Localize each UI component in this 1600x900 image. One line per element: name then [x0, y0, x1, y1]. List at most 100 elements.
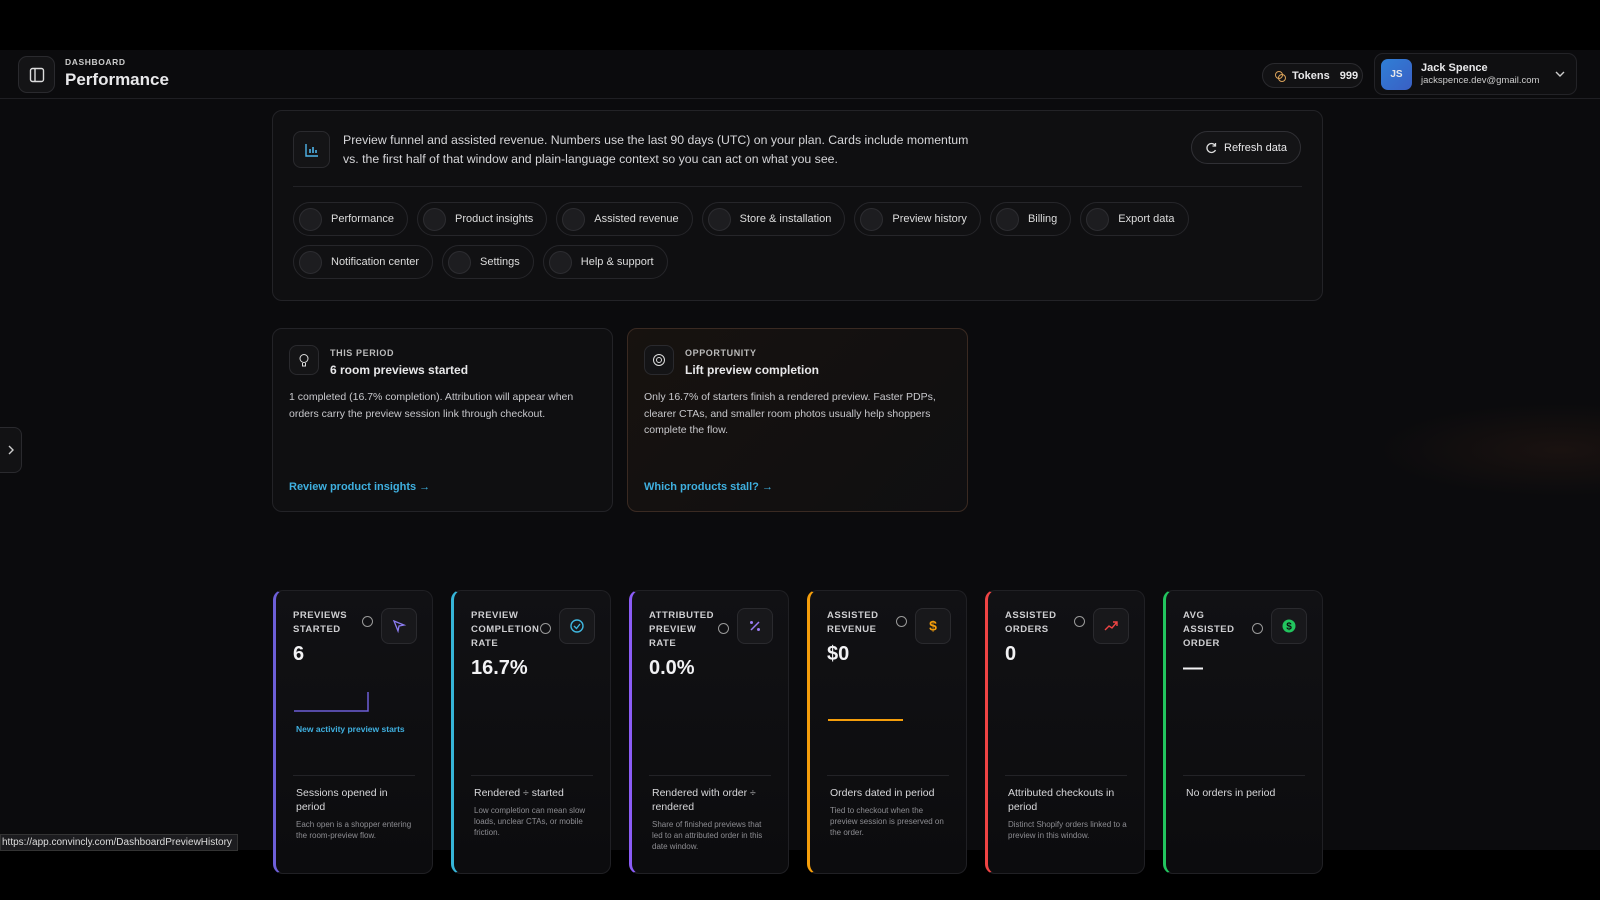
app: DASHBOARD Performance Tokens 999 JS Jack … [0, 50, 1600, 874]
nav-label: Settings [480, 256, 520, 268]
metric-value: 0 [1005, 643, 1017, 665]
tokens-badge[interactable]: Tokens 999 [1262, 63, 1363, 88]
metric-card: ATTRIBUTED PREVIEW RATE 0.0% Rendered with… [629, 590, 789, 874]
nav-icon [995, 207, 1019, 231]
metric-divider [649, 775, 771, 776]
sidebar-icon [29, 67, 44, 82]
metric-glyph [750, 621, 760, 631]
user-name: Jack Spence [1421, 62, 1488, 74]
nav-label: Assisted revenue [594, 213, 679, 225]
insight-card: OPPORTUNITY Lift preview completion Only 1… [627, 328, 968, 512]
insight-icon [289, 345, 319, 375]
metric-value: 6 [293, 643, 305, 665]
metric-icon [559, 608, 595, 644]
nav-label: Export data [1118, 213, 1175, 225]
metric-value: 16.7% [471, 657, 528, 679]
nav-pill[interactable]: Store & installation [701, 202, 846, 236]
sparkline-svg [294, 692, 369, 712]
metric-card: PREVIEWS STARTED 6 New activity preview st… [273, 590, 433, 874]
refresh-icon [1206, 142, 1217, 153]
metric-glyph: $ [1282, 619, 1296, 633]
metric-icon: $ [1271, 608, 1307, 644]
nav-pill[interactable]: Assisted revenue [556, 202, 693, 236]
nav-pill[interactable]: Billing [989, 202, 1072, 236]
nav-label: Billing [1027, 213, 1058, 225]
nav-icon [860, 207, 884, 231]
metric-divider [293, 775, 415, 776]
insight-title: Lift preview completion [685, 363, 820, 377]
metric-icon [737, 608, 773, 644]
insight-link[interactable]: Review product insights → [289, 481, 431, 493]
nav-label: Product insights [454, 213, 534, 225]
sparkline [293, 691, 373, 718]
metric-card: ASSISTED REVENUE $ $0 Orders dated in perio… [807, 590, 967, 874]
insight-link[interactable]: Which products stall? → [644, 481, 773, 493]
expand-tab[interactable] [0, 427, 22, 473]
header-divider [0, 98, 1600, 99]
nav-icon [299, 250, 322, 274]
bulb-glyph [299, 354, 309, 367]
metric-value: 0.0% [649, 657, 695, 679]
info-icon [362, 616, 373, 627]
chart-icon [293, 131, 330, 168]
metric-card: ASSISTED ORDERS 0 Attributed checkouts in … [985, 590, 1145, 874]
info-icon [1252, 623, 1263, 634]
metric-divider [1005, 775, 1127, 776]
metric-icon [381, 608, 417, 644]
svg-text:$: $ [929, 618, 937, 634]
nav-label: Performance [331, 213, 394, 225]
svg-text:$: $ [1286, 622, 1292, 633]
chevron-down [1555, 71, 1565, 77]
nav-icon [562, 207, 586, 231]
nav-label: Preview history [892, 213, 967, 225]
metric-card: PREVIEW COMPLETION RATE 16.7% Rendered ÷ s… [451, 590, 611, 874]
nav-icon [1086, 207, 1110, 231]
sparkline-svg [828, 719, 903, 721]
nav-pill[interactable]: Help & support [542, 245, 668, 279]
insight-title: 6 room previews started [330, 363, 469, 377]
metric-label: ASSISTED REVENUE [827, 610, 879, 635]
nav-icon [448, 250, 472, 274]
metric-glyph [570, 619, 584, 633]
nav-pills: Performance Product insights Assisted reve… [293, 202, 1193, 279]
insight-body: Only 16.7% of starters finish a rendered… [644, 391, 936, 436]
insight-card: THIS PERIOD 6 room previews started 1 comp… [272, 328, 613, 512]
metric-glyph [392, 619, 407, 634]
metric-icon: $ [915, 608, 951, 644]
nav-pill[interactable]: Preview history [854, 202, 981, 236]
nav-pill[interactable]: Product insights [416, 202, 548, 236]
intro-text: Preview funnel and assisted revenue. Num… [343, 133, 969, 166]
nav-pill[interactable]: Notification center [293, 245, 434, 279]
metric-divider [827, 775, 949, 776]
refresh-button[interactable]: Refresh data [1191, 131, 1301, 164]
metric-detail: Tied to checkout when the preview sessio… [830, 806, 944, 837]
user-menu[interactable]: JS Jack Spence jackspence.dev@gmail.com [1374, 53, 1577, 95]
info-icon [896, 616, 907, 627]
metric-label: ATTRIBUTED PREVIEW RATE [649, 610, 714, 649]
metric-glyph: $ [929, 618, 937, 634]
nav-pill[interactable]: Performance [293, 202, 408, 236]
section-label: DASHBOARD [65, 57, 126, 67]
nav-pill[interactable]: Export data [1080, 202, 1189, 236]
metric-caption: Rendered ÷ started [474, 787, 564, 799]
metric-caption: Orders dated in period [830, 787, 935, 799]
metric-note: New activity preview starts [296, 724, 405, 734]
insight-eyebrow: THIS PERIOD [330, 348, 395, 358]
target-glyph [653, 354, 665, 366]
tokens-label: Tokens [1292, 69, 1330, 82]
page-title: Performance [65, 70, 169, 89]
metric-detail: Distinct Shopify orders linked to a prev… [1008, 820, 1127, 840]
info-icon [1074, 616, 1085, 627]
metric-caption: Attributed checkouts in period [1008, 787, 1115, 813]
metric-card: AVG ASSISTED ORDER $ — No orders in period [1163, 590, 1323, 874]
insight-icon [644, 345, 674, 375]
nav-pill[interactable]: Settings [442, 245, 534, 279]
metric-detail: Low completion can mean slow loads, uncl… [474, 806, 586, 837]
metric-glyph [1104, 621, 1118, 631]
intro-divider [293, 186, 1302, 187]
metric-divider [1183, 775, 1305, 776]
sidebar-toggle[interactable] [18, 56, 55, 93]
avatar: JS [1381, 59, 1412, 90]
metric-detail: Share of finished previews that led to a… [652, 820, 763, 851]
